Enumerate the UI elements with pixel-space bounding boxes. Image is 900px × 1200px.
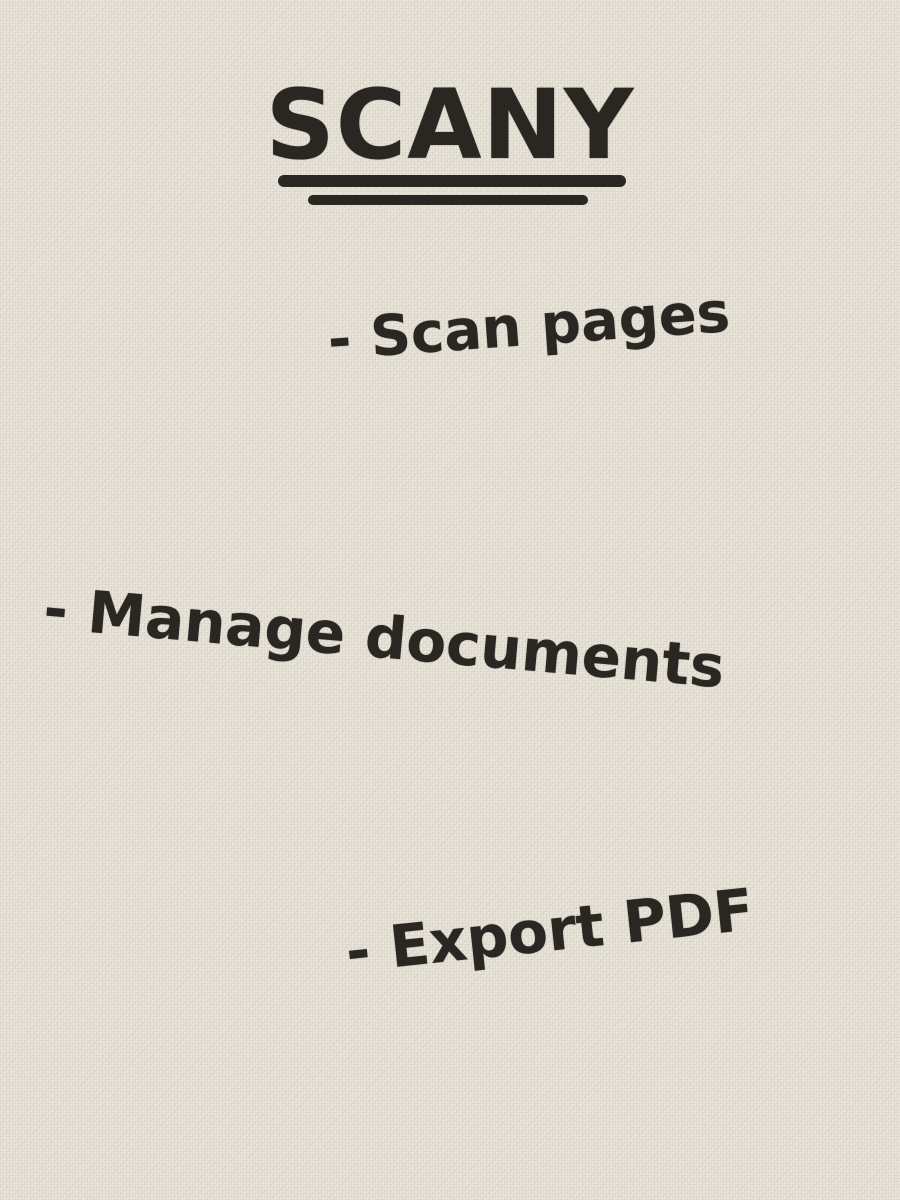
title-underline-top [278, 175, 626, 187]
app-title: SCANY [265, 69, 635, 181]
feature-item-export-pdf: - Export PDF [342, 875, 757, 986]
title-underline-bottom [308, 195, 588, 205]
feature-item-manage-documents: - Manage documents [41, 574, 728, 702]
feature-item-scan-pages: - Scan pages [325, 279, 732, 373]
